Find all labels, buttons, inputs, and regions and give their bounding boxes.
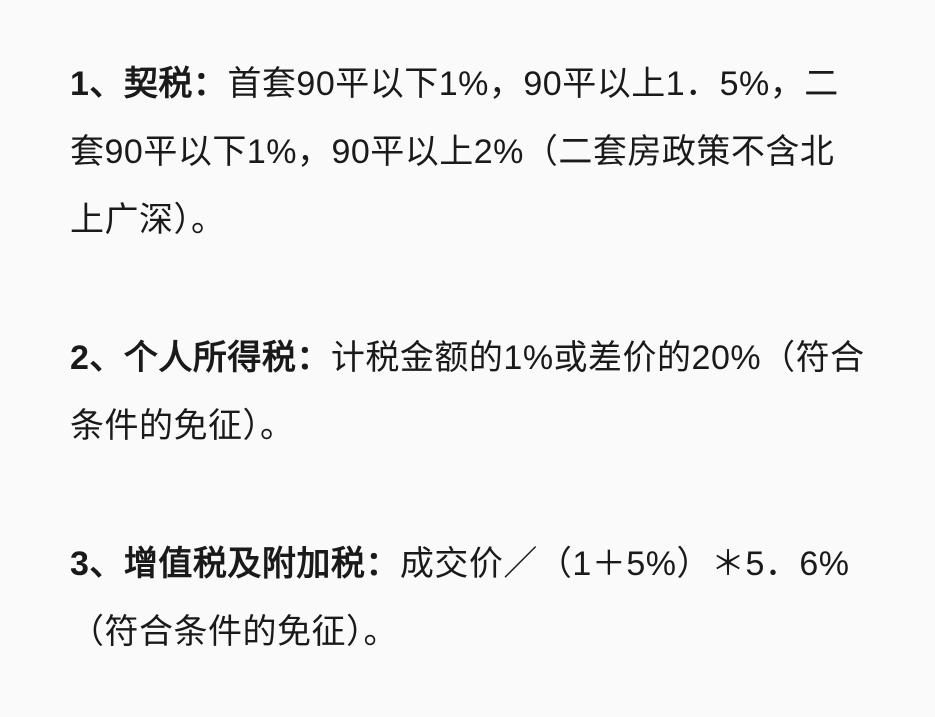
tax-label-1: 1、契税： [70,65,227,103]
tax-item-1: 1、契税：首套90平以下1%，90平以上1．5%，二套90平以下1%，90平以上… [70,50,865,254]
tax-item-2: 2、个人所得税：计税金额的1%或差价的20%（符合条件的免征）。 [70,324,865,460]
tax-label-3: 3、增值税及附加税： [70,545,400,583]
tax-label-2: 2、个人所得税： [70,339,331,377]
tax-item-3: 3、增值税及附加税：成交价／（1＋5%）＊5．6%（符合条件的免征）。 [70,530,865,666]
